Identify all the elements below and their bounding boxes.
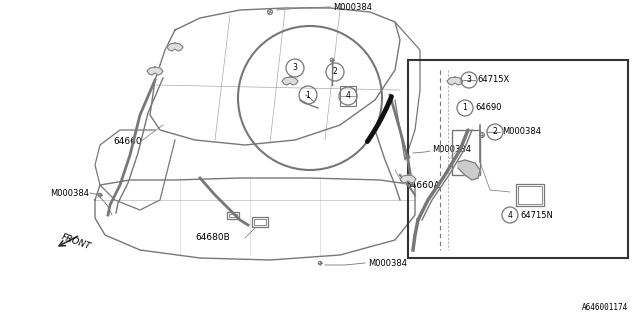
Text: 2: 2 [333, 68, 337, 76]
Bar [452, 130, 480, 175]
Bar [516, 184, 544, 206]
Text: M000384: M000384 [368, 259, 407, 268]
Text: M000384: M000384 [50, 188, 89, 197]
Bar [252, 217, 268, 227]
Text: 3: 3 [292, 63, 298, 73]
Text: 1: 1 [463, 103, 467, 113]
Bar [254, 219, 266, 225]
Bar [227, 212, 239, 219]
Bar [340, 86, 356, 106]
Bar [518, 186, 542, 204]
Text: 1: 1 [306, 91, 310, 100]
Text: M000384: M000384 [502, 127, 541, 137]
Text: 2: 2 [493, 127, 497, 137]
Text: 4: 4 [346, 92, 351, 100]
Text: 64660A: 64660A [405, 180, 440, 189]
Polygon shape [282, 77, 298, 85]
Text: 64680B: 64680B [195, 234, 230, 243]
Text: 64715N: 64715N [520, 211, 553, 220]
Polygon shape [400, 175, 416, 183]
Text: FRONT: FRONT [60, 233, 92, 252]
Bar [408, 60, 628, 258]
Polygon shape [167, 43, 183, 51]
Text: 4: 4 [508, 211, 513, 220]
Text: 64660: 64660 [113, 138, 141, 147]
Text: 64715X: 64715X [477, 76, 509, 84]
Text: M000384: M000384 [333, 3, 372, 12]
Text: 64690: 64690 [475, 103, 502, 113]
Polygon shape [147, 67, 163, 75]
Text: A646001174: A646001174 [582, 303, 628, 312]
Polygon shape [447, 77, 463, 85]
Text: 3: 3 [467, 76, 472, 84]
Polygon shape [458, 160, 480, 180]
Bar [229, 213, 237, 217]
Text: M000384: M000384 [432, 146, 471, 155]
